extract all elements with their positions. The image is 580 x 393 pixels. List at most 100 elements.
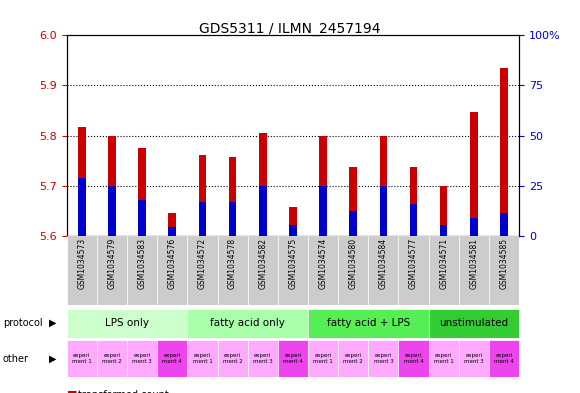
Bar xyxy=(429,236,459,305)
Bar xyxy=(78,127,86,236)
Bar xyxy=(278,236,308,305)
Text: experi
ment 4: experi ment 4 xyxy=(162,353,182,364)
Bar xyxy=(157,340,187,377)
Text: experi
ment 4: experi ment 4 xyxy=(283,353,303,364)
Bar xyxy=(78,178,86,236)
Bar xyxy=(218,236,248,305)
Text: fatty acid only: fatty acid only xyxy=(210,318,285,328)
Bar xyxy=(67,309,187,338)
Bar xyxy=(278,340,308,377)
Bar xyxy=(308,236,338,305)
Bar xyxy=(138,148,146,236)
Bar xyxy=(67,236,97,305)
Text: experi
ment 2: experi ment 2 xyxy=(102,353,122,364)
Text: other: other xyxy=(3,354,29,364)
Bar xyxy=(489,236,519,305)
Bar xyxy=(259,133,267,236)
Text: transformed count: transformed count xyxy=(78,390,169,393)
Text: GDS5311 / ILMN_2457194: GDS5311 / ILMN_2457194 xyxy=(200,22,380,36)
Bar xyxy=(338,340,368,377)
Text: ▶: ▶ xyxy=(49,318,57,328)
Text: experi
ment 4: experi ment 4 xyxy=(404,353,423,364)
Bar xyxy=(500,213,508,236)
Text: GSM1034578: GSM1034578 xyxy=(228,238,237,289)
Bar xyxy=(108,136,116,236)
Bar xyxy=(218,340,248,377)
Text: LPS only: LPS only xyxy=(105,318,149,328)
Text: GSM1034579: GSM1034579 xyxy=(107,238,117,289)
Bar xyxy=(368,340,398,377)
Bar xyxy=(489,340,519,377)
Bar xyxy=(349,211,357,236)
Bar xyxy=(259,186,267,236)
Bar xyxy=(169,213,176,236)
Bar xyxy=(470,112,478,236)
Bar xyxy=(429,340,459,377)
Bar xyxy=(440,225,448,236)
Text: experi
ment 1: experi ment 1 xyxy=(313,353,333,364)
Bar xyxy=(198,154,206,236)
Bar xyxy=(319,186,327,236)
Text: GSM1034573: GSM1034573 xyxy=(77,238,86,289)
Text: experi
ment 1: experi ment 1 xyxy=(72,353,92,364)
Bar xyxy=(187,236,218,305)
Text: GSM1034575: GSM1034575 xyxy=(288,238,298,289)
Bar xyxy=(368,236,398,305)
Text: experi
ment 3: experi ment 3 xyxy=(253,353,273,364)
Text: GSM1034572: GSM1034572 xyxy=(198,238,207,289)
Text: experi
ment 3: experi ment 3 xyxy=(374,353,393,364)
Bar xyxy=(338,236,368,305)
Bar xyxy=(379,136,387,236)
Text: GSM1034581: GSM1034581 xyxy=(469,238,478,289)
Bar xyxy=(308,340,338,377)
Text: GSM1034585: GSM1034585 xyxy=(499,238,509,289)
Text: GSM1034576: GSM1034576 xyxy=(168,238,177,289)
Bar xyxy=(97,236,127,305)
Bar xyxy=(289,225,297,236)
Bar xyxy=(127,340,157,377)
Bar xyxy=(440,186,448,236)
Bar xyxy=(157,236,187,305)
Text: GSM1034571: GSM1034571 xyxy=(439,238,448,289)
Bar xyxy=(409,167,418,236)
Text: experi
ment 3: experi ment 3 xyxy=(464,353,484,364)
Text: ■: ■ xyxy=(67,390,77,393)
Text: experi
ment 3: experi ment 3 xyxy=(132,353,152,364)
Bar xyxy=(67,340,97,377)
Bar xyxy=(187,309,308,338)
Text: unstimulated: unstimulated xyxy=(439,318,509,328)
Text: protocol: protocol xyxy=(3,318,42,328)
Text: GSM1034577: GSM1034577 xyxy=(409,238,418,289)
Text: ▶: ▶ xyxy=(49,354,57,364)
Bar xyxy=(349,167,357,236)
Text: GSM1034582: GSM1034582 xyxy=(258,238,267,289)
Bar xyxy=(187,340,218,377)
Bar xyxy=(409,204,418,236)
Bar xyxy=(459,236,489,305)
Bar xyxy=(459,340,489,377)
Text: GSM1034583: GSM1034583 xyxy=(137,238,147,289)
Bar xyxy=(398,236,429,305)
Text: experi
ment 2: experi ment 2 xyxy=(223,353,242,364)
Text: experi
ment 1: experi ment 1 xyxy=(434,353,454,364)
Bar xyxy=(289,207,297,236)
Bar xyxy=(198,202,206,236)
Text: experi
ment 4: experi ment 4 xyxy=(494,353,514,364)
Text: GSM1034584: GSM1034584 xyxy=(379,238,388,289)
Bar xyxy=(398,340,429,377)
Bar xyxy=(229,157,237,236)
Bar xyxy=(308,309,429,338)
Bar xyxy=(429,309,519,338)
Bar xyxy=(248,340,278,377)
Bar xyxy=(248,236,278,305)
Text: fatty acid + LPS: fatty acid + LPS xyxy=(327,318,410,328)
Text: experi
ment 1: experi ment 1 xyxy=(193,353,212,364)
Bar xyxy=(108,186,116,236)
Bar xyxy=(319,136,327,236)
Text: GSM1034574: GSM1034574 xyxy=(318,238,328,289)
Bar xyxy=(470,218,478,236)
Bar xyxy=(229,202,237,236)
Bar xyxy=(127,236,157,305)
Bar xyxy=(138,200,146,236)
Bar xyxy=(169,227,176,236)
